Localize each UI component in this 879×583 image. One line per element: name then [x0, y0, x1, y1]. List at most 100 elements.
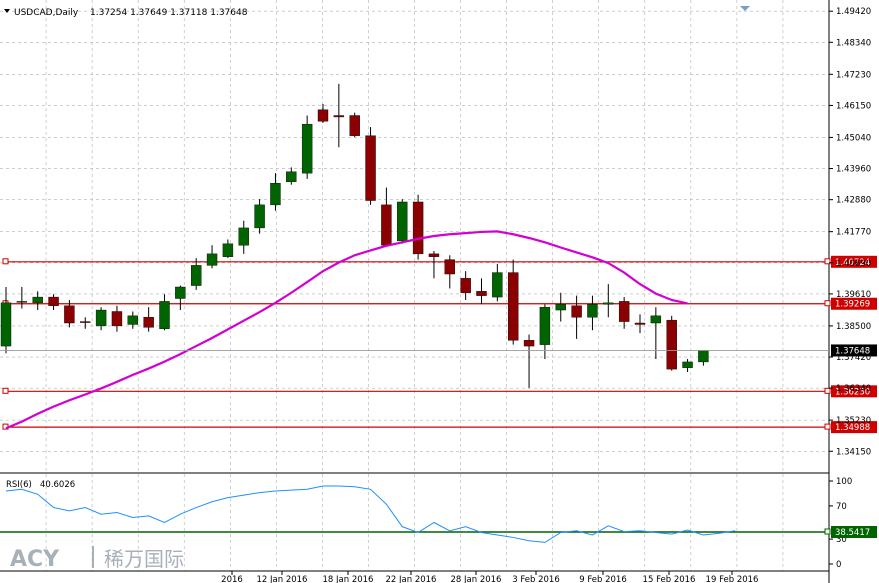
level-anchor[interactable]: [824, 300, 831, 307]
level-anchor[interactable]: [824, 423, 831, 430]
candle-bull: [682, 359, 693, 373]
time-tick-label: 9 Feb 2016: [579, 575, 627, 583]
time-tick-label: 15 Feb 2016: [643, 575, 696, 583]
price-tick-label: 1.38500: [836, 322, 871, 332]
candle-bull: [127, 311, 139, 329]
chart-shift-icon[interactable]: [740, 6, 750, 11]
rsi-tick-label: 100: [836, 477, 852, 487]
candle-bull: [159, 294, 170, 331]
time-ticks: 2016 12 Jan 2016 18 Jan 2016 22 Jan 2016 28 …: [221, 571, 758, 583]
rsi-level-label: 38.5417: [835, 528, 870, 538]
current-price-box: [831, 344, 877, 357]
candle-bull: [95, 307, 107, 331]
candle-body: [444, 259, 455, 275]
candle-body: [618, 301, 630, 322]
candle-bull: [539, 304, 551, 360]
candle-body: [508, 272, 519, 341]
price-tick-label: 1.36340: [836, 384, 871, 394]
candle-body: [460, 278, 471, 293]
candle-bear: [333, 83, 345, 148]
rsi-line: [5, 485, 736, 543]
rsi-level-anchor[interactable]: [824, 528, 831, 535]
moving-average: [5, 230, 688, 430]
watermark-divider: [92, 546, 94, 568]
candle-bull: [206, 245, 218, 269]
candle-body: [111, 311, 123, 327]
candle-bear: [460, 271, 471, 300]
candle-body: [650, 315, 662, 324]
level-anchor[interactable]: [824, 258, 831, 265]
price-tick-label: 1.49420: [836, 7, 871, 17]
candle-bull: [301, 115, 313, 179]
watermark: ACY 稀万国际: [10, 546, 184, 572]
candle-bull: [238, 220, 249, 254]
candle-bull: [16, 286, 28, 309]
price-tick-label: 1.47230: [836, 70, 871, 80]
candle-bear: [476, 278, 487, 305]
candle-body: [270, 183, 281, 206]
candle-bull: [397, 199, 408, 244]
price-tick-label: 1.41770: [836, 228, 871, 238]
candle-bull: [555, 292, 566, 322]
candle-body: [539, 306, 551, 345]
candle-body: [0, 302, 12, 347]
candle-body: [587, 304, 598, 318]
chart-header: USDCAD,Daily 1.37254 1.37649 1.37118 1.3…: [4, 8, 248, 18]
candle-body: [397, 201, 408, 242]
candle-body: [127, 315, 139, 325]
rsi-level-box: [831, 526, 877, 539]
time-tick-label: 19 Feb 2016: [706, 575, 759, 583]
candle-body: [16, 301, 28, 303]
candles: [0, 83, 709, 388]
candle-body: [238, 227, 249, 246]
rsi-current: 40.6026: [40, 480, 75, 490]
candle-body: [64, 305, 75, 324]
candle-body: [412, 201, 424, 255]
candle-body: [333, 115, 345, 118]
header-dropdown-icon[interactable]: [4, 9, 10, 13]
candle-body: [381, 204, 392, 246]
candle-bull: [492, 263, 503, 302]
candle-bear: [80, 317, 91, 329]
candle-body: [222, 243, 234, 257]
candle-bear: [111, 305, 123, 332]
candle-body: [428, 253, 440, 257]
candle-body: [32, 296, 43, 304]
level-anchor[interactable]: [2, 387, 9, 394]
candle-bull: [603, 284, 614, 318]
candle-bear: [412, 194, 424, 260]
candle-bear: [508, 259, 519, 345]
time-tick-label: 18 Jan 2016: [323, 575, 374, 583]
candle-bear: [618, 297, 630, 329]
rsi-tick-label: 70: [836, 502, 847, 512]
candle-body: [349, 115, 360, 136]
level-anchor[interactable]: [2, 258, 9, 265]
candle-body: [682, 361, 693, 368]
price-tick-label: 1.34150: [836, 447, 871, 457]
candle-body: [476, 291, 487, 296]
level-anchor[interactable]: [824, 387, 831, 394]
candle-bear: [634, 314, 646, 334]
candle-body: [286, 171, 297, 183]
level-label-box: [831, 297, 877, 310]
candle-bull: [270, 173, 281, 211]
candle-body: [492, 272, 503, 298]
price-tick-label: 1.42880: [836, 196, 871, 206]
candle-body: [317, 109, 329, 122]
candle-bear: [666, 315, 677, 371]
rsi-tick-label: 0: [836, 560, 841, 570]
time-tick-label: 12 Jan 2016: [257, 575, 308, 583]
price-tick-label: 1.35230: [836, 416, 871, 426]
candle-bear: [523, 334, 535, 388]
candle-bear: [64, 299, 75, 328]
candle-bull: [32, 291, 43, 311]
price-ticks: 1.49420 1.48340 1.47230 1.46150 1.45040 1.439…: [829, 7, 871, 457]
price-tick-label: 1.43960: [836, 165, 871, 175]
candle-body: [159, 301, 170, 329]
candle-bear: [365, 127, 376, 205]
ma-line: [5, 230, 688, 430]
price-tick-label: 1.48340: [836, 38, 871, 48]
candle-body: [523, 340, 535, 347]
watermark-cn: 稀万国际: [104, 547, 184, 571]
